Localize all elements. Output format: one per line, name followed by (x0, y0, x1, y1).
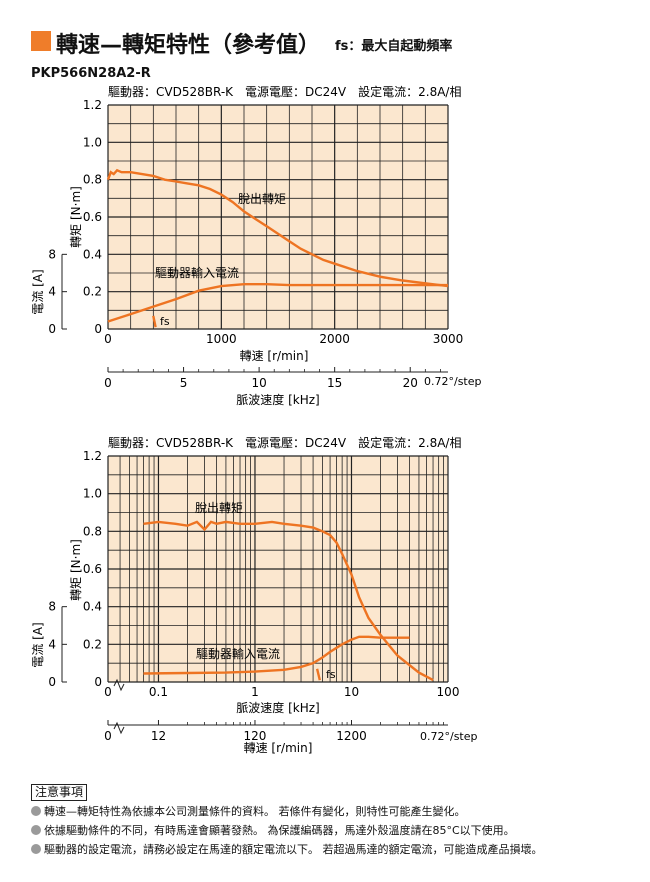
chart-pulse-torque-log: 驅動器：CVD528BR-K 電源電壓：DC24V 設定電流：2.8A/相 00… (31, 435, 478, 755)
chart2-current-curve (143, 635, 410, 675)
chart1-ytick-label: 0 (94, 322, 102, 336)
chart2-ytick-label: 1.2 (83, 449, 102, 463)
chart1-fs-mark (152, 315, 157, 328)
chart1-ylabel: 轉矩 [N·m] (69, 186, 83, 248)
chart1-ytick-label: 0.8 (83, 173, 102, 187)
chart1-ytick-label: 0.2 (83, 285, 102, 299)
chart2-step-note: 0.72°/step (420, 730, 478, 743)
bullet-icon (31, 844, 41, 854)
chart2-ylabel: 轉矩 [N·m] (69, 539, 83, 601)
chart2-xlabel: 脈波速度 [kHz] (236, 700, 319, 715)
note-line: 依據驅動條件的不同，有時馬達會顯著發熱。 為保護編碼器，馬達外殼溫度請在85°C… (31, 821, 631, 840)
chart1-secondary-tick-label: 20 (403, 376, 418, 390)
chart2-xtick-label: 1 (251, 685, 259, 699)
note-line: 驅動器的設定電流，請務必設定在馬達的額定電流以下。 若超過馬達的額定電流，可能造… (31, 840, 631, 859)
title-accent-square (31, 31, 51, 51)
chart1-secondary-label: 脈波速度 [kHz] (236, 392, 319, 407)
chart1-ytick-label: 1.2 (83, 98, 102, 112)
chart1-fs-label: fs (160, 315, 170, 328)
chart1-xtick-label: 1000 (206, 332, 237, 346)
chart1-secondary-tick-label: 0 (104, 376, 112, 390)
chart1-step-note: 0.72°/step (424, 375, 482, 388)
chart2-secondary-label: 轉速 [r/min] (244, 741, 313, 755)
chart2-ytick-label: 0.6 (83, 562, 102, 576)
chart1-xtick-label: 0 (104, 332, 112, 346)
chart2-xtick-label: 0 (104, 685, 112, 699)
chart2-ytick-label: 0 (94, 675, 102, 689)
chart2-secondary-tick-label: 120 (244, 729, 267, 743)
chart2-ytick-label: 0.2 (83, 637, 102, 651)
chart1-ylabel2: 電流 [A] (31, 269, 45, 314)
notes-heading: 注意事項 (31, 784, 88, 801)
chart1-y2tick-label: 8 (48, 247, 56, 261)
chart2-xtick-label: 100 (437, 685, 460, 699)
chart2-secondary-tick-label: 1200 (336, 729, 367, 743)
chart2-ytick-label: 0.4 (83, 600, 102, 614)
chart1-xtick-label: 3000 (433, 332, 464, 346)
chart2-xtick-label: 10 (344, 685, 359, 699)
bullet-icon (31, 825, 41, 835)
chart1-ytick-label: 0.6 (83, 210, 102, 224)
chart1-current-label: 驅動器輸入電流 (155, 265, 239, 280)
chart1-secondary-tick-label: 15 (327, 376, 342, 390)
chart1-ytick-label: 0.4 (83, 247, 102, 261)
chart1-y2tick-label: 4 (48, 285, 56, 299)
chart2-secondary-tick-label: 12 (151, 729, 166, 743)
bullet-icon (31, 806, 41, 816)
chart2-fs-label: fs (326, 668, 336, 681)
chart2-secondary-break-icon (113, 721, 125, 735)
chart2-conditions: 驅動器：CVD528BR-K 電源電壓：DC24V 設定電流：2.8A/相 (108, 435, 461, 450)
chart2-y2tick-label: 4 (48, 637, 56, 651)
note-text: 驅動器的設定電流，請務必設定在馬達的額定電流以下。 若超過馬達的額定電流，可能造… (44, 843, 543, 856)
chart1-y2tick-label: 0 (48, 322, 56, 336)
chart2-ylabel2: 電流 [A] (31, 622, 45, 667)
chart1-xlabel: 轉速 [r/min] (240, 349, 309, 363)
chart1-xtick-label: 2000 (319, 332, 350, 346)
chart2-xtick-label: 0.1 (149, 685, 168, 699)
chart1-current-curve (107, 283, 448, 323)
chart1-conditions: 驅動器：CVD528BR-K 電源電壓：DC24V 設定電流：2.8A/相 (108, 84, 461, 99)
note-text: 依據驅動條件的不同，有時馬達會顯著發熱。 為保護編碼器，馬達外殼溫度請在85°C… (44, 824, 515, 837)
chart-speed-torque-linear: 驅動器：CVD528BR-K 電源電壓：DC24V 設定電流：2.8A/相 00… (31, 84, 482, 407)
chart2-secondary-tick-label: 0 (104, 729, 112, 743)
chart2-y2tick-label: 8 (48, 600, 56, 614)
model-number: PKP566N28A2-R (31, 66, 151, 81)
chart2-fs-mark (315, 668, 321, 681)
chart2-current-label: 驅動器輸入電流 (196, 646, 280, 661)
charts-canvas: 驅動器：CVD528BR-K 電源電壓：DC24V 設定電流：2.8A/相 00… (31, 84, 482, 755)
chart2-ytick-label: 0.8 (83, 524, 102, 538)
page-title: 轉速—轉矩特性（參考值） (56, 33, 321, 58)
chart1-torque-curve (106, 168, 449, 288)
note-text: 轉速—轉矩特性為依據本公司測量條件的資料。 若條件有變化，則特性可能產生變化。 (44, 805, 466, 818)
chart1-secondary-tick-label: 5 (180, 376, 188, 390)
chart1-torque-label: 脫出轉矩 (238, 191, 286, 206)
notes-section: 注意事項 轉速—轉矩特性為依據本公司測量條件的資料。 若條件有變化，則特性可能產… (31, 784, 631, 859)
note-line: 轉速—轉矩特性為依據本公司測量條件的資料。 若條件有變化，則特性可能產生變化。 (31, 802, 631, 821)
chart2-torque-label: 脫出轉矩 (195, 500, 243, 515)
chart2-torque-curve (143, 520, 434, 682)
chart2-y2tick-label: 0 (48, 675, 56, 689)
chart2-axis-break-icon (113, 678, 125, 692)
chart2-ytick-label: 1.0 (83, 487, 102, 501)
title-note: fs：最大自起動頻率 (335, 39, 453, 54)
chart1-secondary-tick-label: 10 (251, 376, 266, 390)
chart1-ytick-label: 1.0 (83, 135, 102, 149)
